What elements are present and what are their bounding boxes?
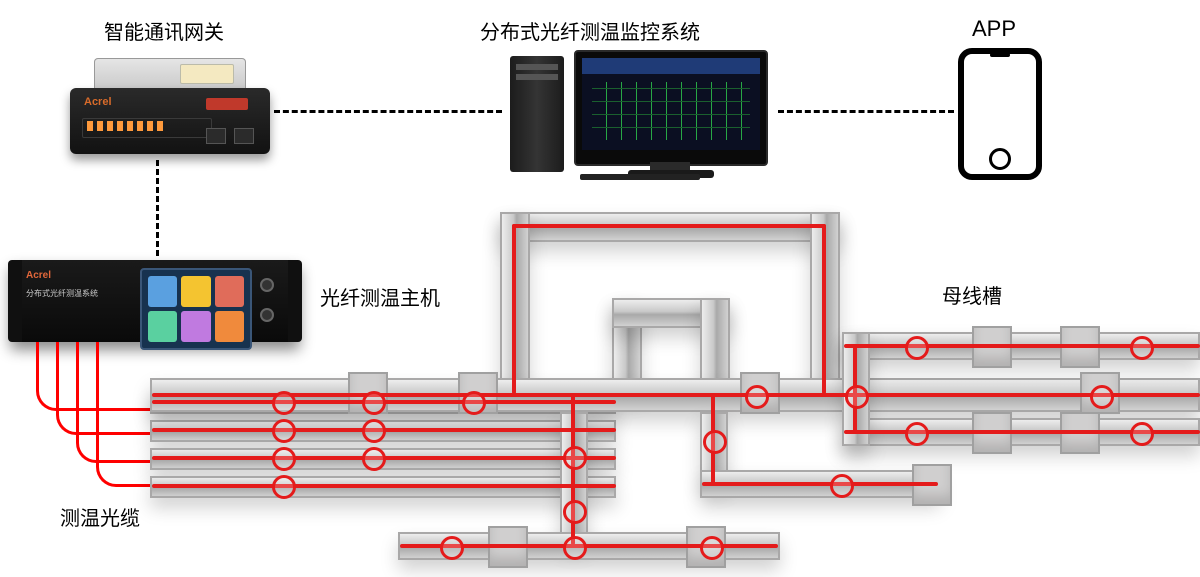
link-gateway-host — [156, 160, 159, 256]
fiber-sensor — [1130, 422, 1154, 446]
fiber-line — [512, 224, 826, 228]
host-brand-text: Acrel — [26, 270, 51, 281]
fiber-sensor — [830, 474, 854, 498]
link-gateway-computer — [274, 110, 502, 113]
fiber-drop-4 — [96, 342, 155, 487]
host-subtitle: 分布式光纤测温系统 — [26, 288, 98, 299]
pc-monitor-icon — [574, 50, 768, 166]
label-gateway: 智能通讯网关 — [104, 16, 224, 45]
host-touchscreen-icon — [140, 268, 252, 350]
fiber-line — [822, 224, 826, 394]
fiber-sensor — [272, 391, 296, 415]
fiber-sensor — [272, 475, 296, 499]
monitoring-computer — [510, 50, 770, 180]
keyboard-icon — [580, 174, 700, 180]
fiber-sensor — [462, 391, 486, 415]
label-cable: 测温光缆 — [60, 502, 140, 531]
label-app: APP — [972, 16, 1016, 42]
fiber-sensor — [845, 385, 869, 409]
phone-icon — [958, 48, 1042, 180]
fiber-sensor — [362, 391, 386, 415]
pc-tower-icon — [510, 56, 564, 172]
fiber-sensor — [362, 447, 386, 471]
gateway-device: Acrel — [70, 58, 270, 154]
fiber-sensor — [1130, 336, 1154, 360]
fiber-sensor — [362, 419, 386, 443]
label-busbar: 母线槽 — [942, 280, 1002, 309]
fiber-sensor — [563, 536, 587, 560]
fiber-sensor — [703, 430, 727, 454]
fiber-line — [702, 482, 938, 486]
fiber-sensor — [745, 385, 769, 409]
diagram-canvas: 智能通讯网关 分布式光纤测温监控系统 APP 光纤测温主机 测温光缆 母线槽 A… — [0, 0, 1200, 577]
fiber-sensor — [905, 336, 929, 360]
fiber-line — [152, 393, 1200, 397]
fiber-sensor — [700, 536, 724, 560]
gateway-brand-text: Acrel — [84, 96, 112, 108]
link-computer-phone — [778, 110, 954, 113]
fiber-sensor — [1090, 385, 1114, 409]
fiber-sensor — [272, 419, 296, 443]
fiber-sensor — [272, 447, 296, 471]
fiber-sensor — [905, 422, 929, 446]
fiber-line — [512, 224, 516, 394]
fiber-sensor — [563, 446, 587, 470]
fiber-sensor — [440, 536, 464, 560]
fiber-line — [152, 484, 616, 488]
label-host: 光纤测温主机 — [320, 282, 440, 311]
fiber-sensor — [563, 500, 587, 524]
fiber-host-device: Acrel 分布式光纤测温系统 — [10, 260, 300, 342]
label-system: 分布式光纤测温监控系统 — [480, 16, 700, 45]
